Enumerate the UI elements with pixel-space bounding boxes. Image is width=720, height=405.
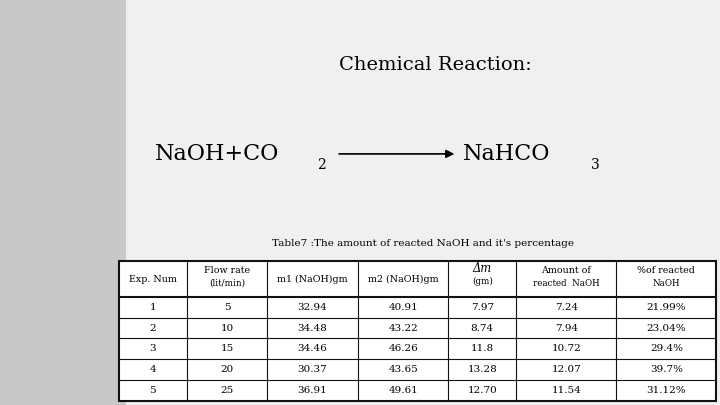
Text: 20: 20 (220, 365, 233, 374)
Text: 21.99%: 21.99% (647, 303, 686, 312)
Text: 5: 5 (150, 386, 156, 395)
Text: 10: 10 (220, 324, 233, 333)
Text: m2 (NaOH)gm: m2 (NaOH)gm (368, 275, 438, 284)
Text: 43.65: 43.65 (388, 365, 418, 374)
Text: Amount of: Amount of (541, 266, 591, 275)
Text: 49.61: 49.61 (388, 386, 418, 395)
Text: 32.94: 32.94 (298, 303, 328, 312)
Text: 15: 15 (220, 344, 233, 354)
Text: 4: 4 (150, 365, 156, 374)
Text: 34.48: 34.48 (298, 324, 328, 333)
Text: 39.7%: 39.7% (650, 365, 683, 374)
Text: (lit/min): (lit/min) (209, 279, 245, 288)
Text: 10.72: 10.72 (552, 344, 581, 354)
Text: 23.04%: 23.04% (647, 324, 686, 333)
Text: 43.22: 43.22 (388, 324, 418, 333)
Text: 34.46: 34.46 (298, 344, 328, 354)
Text: 2: 2 (150, 324, 156, 333)
Text: 11.8: 11.8 (471, 344, 494, 354)
Text: Table7 :The amount of reacted NaOH and it's percentage: Table7 :The amount of reacted NaOH and i… (272, 239, 574, 247)
Text: 3: 3 (150, 344, 156, 354)
Text: (gm): (gm) (472, 277, 492, 286)
Text: 12.07: 12.07 (552, 365, 581, 374)
Text: 40.91: 40.91 (388, 303, 418, 312)
Text: reacted  NaOH: reacted NaOH (533, 279, 600, 288)
Text: 25: 25 (220, 386, 233, 395)
Bar (119, 261, 716, 401)
Text: 36.91: 36.91 (298, 386, 328, 395)
Text: 7.97: 7.97 (471, 303, 494, 312)
Text: 46.26: 46.26 (388, 344, 418, 354)
Text: NaHCO: NaHCO (463, 143, 551, 165)
Text: 7.24: 7.24 (554, 303, 577, 312)
Text: 1: 1 (150, 303, 156, 312)
Text: 29.4%: 29.4% (650, 344, 683, 354)
Text: Flow rate: Flow rate (204, 266, 250, 275)
Text: 30.37: 30.37 (298, 365, 328, 374)
Text: 11.54: 11.54 (552, 386, 581, 395)
Text: 2: 2 (317, 158, 325, 172)
Text: NaOH: NaOH (652, 279, 680, 288)
Text: 12.70: 12.70 (467, 386, 497, 395)
Text: 7.94: 7.94 (554, 324, 577, 333)
Text: %of reacted: %of reacted (637, 266, 696, 275)
Text: Chemical Reaction:: Chemical Reaction: (338, 56, 531, 74)
Text: Exp. Num: Exp. Num (129, 275, 176, 284)
Bar (126, 0, 720, 405)
Bar (0, 0, 126, 405)
Text: 3: 3 (591, 158, 600, 172)
Text: 13.28: 13.28 (467, 365, 497, 374)
Text: 8.74: 8.74 (471, 324, 494, 333)
Text: 31.12%: 31.12% (647, 386, 686, 395)
Text: Δm: Δm (472, 262, 492, 275)
Text: NaOH+CO: NaOH+CO (155, 143, 279, 165)
Text: 5: 5 (224, 303, 230, 312)
Text: m1 (NaOH)gm: m1 (NaOH)gm (277, 275, 348, 284)
